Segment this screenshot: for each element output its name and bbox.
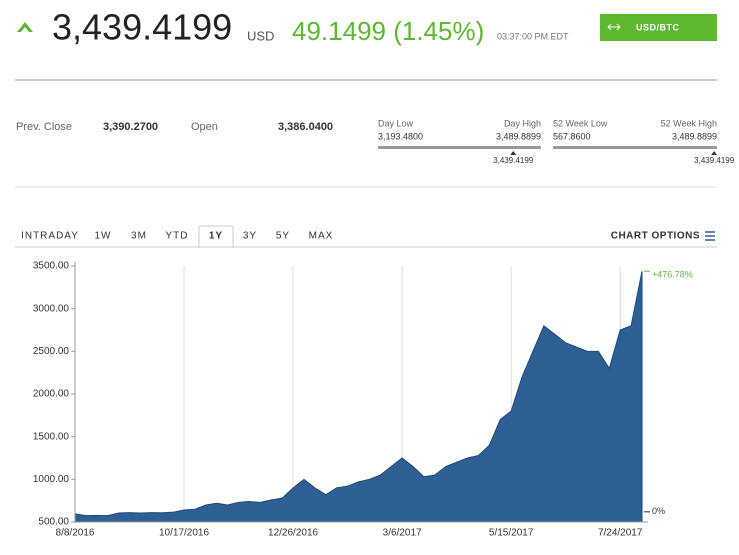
end-label: +476.78% xyxy=(652,270,693,280)
range-current: 3,439.4199 xyxy=(493,156,534,165)
range-low-label: Day Low xyxy=(378,118,414,128)
prev-close-label: Prev. Close xyxy=(16,121,72,133)
tab[interactable]: 3M xyxy=(131,231,147,242)
range-high: 3,489.8899 xyxy=(496,131,541,141)
open: 3,386.0400 xyxy=(278,121,333,133)
range-low: 567.8600 xyxy=(553,131,591,141)
range-high-label: 52 Week High xyxy=(661,118,717,128)
currency-button[interactable]: USD/BTC xyxy=(600,14,717,41)
tab[interactable]: 1Y xyxy=(209,231,223,242)
up-arrow xyxy=(17,22,33,32)
range-marker xyxy=(711,151,718,155)
menu-icon[interactable] xyxy=(705,231,715,241)
x-tick-label: 10/17/2016 xyxy=(159,528,209,539)
ranges: Day Low Day High 3,193.4800 3,489.8899 3,439… xyxy=(378,118,735,165)
range-bar xyxy=(553,146,717,149)
x-tick-label: 12/26/2016 xyxy=(268,528,318,539)
chart-options[interactable]: CHART OPTIONS xyxy=(611,231,700,242)
range-high-label: Day High xyxy=(504,118,541,128)
swap-icon[interactable] xyxy=(607,23,621,31)
start-label: 0% xyxy=(652,506,665,516)
y-tick-label: 1000.00 xyxy=(33,474,70,485)
tab[interactable]: INTRADAY xyxy=(21,231,79,242)
y-tick-label: 3500.00 xyxy=(33,261,70,272)
range-low-label: 52 Week Low xyxy=(553,118,608,128)
x-tick-label: 5/15/2017 xyxy=(489,528,534,539)
button-label[interactable]: USD/BTC xyxy=(636,22,680,32)
tab[interactable]: 5Y xyxy=(276,231,290,242)
range-low: 3,193.4800 xyxy=(378,131,423,141)
tab[interactable]: 3Y xyxy=(243,231,257,242)
tabs: INTRADAY 1W 3M YTD 1Y 3Y 5Y MAX xyxy=(21,225,334,248)
selected-tab-box xyxy=(198,225,234,248)
range-high: 3,489.8899 xyxy=(672,131,717,141)
x-tick-label: 7/24/2017 xyxy=(598,528,643,539)
open-label: Open xyxy=(191,121,218,133)
range-marker xyxy=(510,151,517,155)
currency: USD xyxy=(247,28,274,43)
chart: 8/8/2016 10/17/2016 12/26/2016 3/6/2017 5/15… xyxy=(33,261,693,539)
range-bar xyxy=(378,146,541,149)
y-tick-label: 500.00 xyxy=(38,517,69,528)
x-tick-label: 3/6/2017 xyxy=(383,528,422,539)
prev-close: 3,390.2700 xyxy=(103,121,158,133)
y-tick-label: 2000.00 xyxy=(33,389,70,400)
y-tick-label: 1500.00 xyxy=(33,431,70,442)
x-tick-label: 8/8/2016 xyxy=(56,528,95,539)
tab[interactable]: 1W xyxy=(95,231,112,242)
price-area xyxy=(74,271,643,523)
tab[interactable]: MAX xyxy=(309,231,334,242)
price: 3,439.4199 xyxy=(52,7,232,48)
change: 49.1499 (1.45%) xyxy=(292,16,484,46)
y-tick-label: 2500.00 xyxy=(33,346,70,357)
y-tick-label: 3000.00 xyxy=(33,303,70,314)
range-current: 3,439.4199 xyxy=(694,156,735,165)
time: 03:37:00 PM EDT xyxy=(497,31,569,41)
tab[interactable]: YTD xyxy=(166,231,189,242)
